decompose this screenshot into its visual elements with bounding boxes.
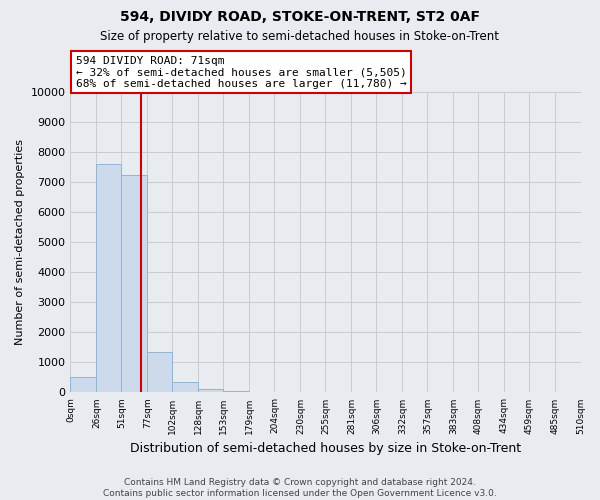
Bar <box>121 174 148 392</box>
Text: 594 DIVIDY ROAD: 71sqm
← 32% of semi-detached houses are smaller (5,505)
68% of : 594 DIVIDY ROAD: 71sqm ← 32% of semi-det… <box>76 56 406 89</box>
Text: 594, DIVIDY ROAD, STOKE-ON-TRENT, ST2 0AF: 594, DIVIDY ROAD, STOKE-ON-TRENT, ST2 0A… <box>120 10 480 24</box>
Bar <box>70 378 97 392</box>
Text: Size of property relative to semi-detached houses in Stoke-on-Trent: Size of property relative to semi-detach… <box>101 30 499 43</box>
Text: Contains HM Land Registry data © Crown copyright and database right 2024.
Contai: Contains HM Land Registry data © Crown c… <box>103 478 497 498</box>
Bar <box>223 391 250 392</box>
Bar <box>199 390 223 392</box>
Y-axis label: Number of semi-detached properties: Number of semi-detached properties <box>15 139 25 345</box>
Bar <box>172 382 199 392</box>
Bar <box>97 164 121 392</box>
Bar <box>148 352 172 393</box>
X-axis label: Distribution of semi-detached houses by size in Stoke-on-Trent: Distribution of semi-detached houses by … <box>130 442 521 455</box>
